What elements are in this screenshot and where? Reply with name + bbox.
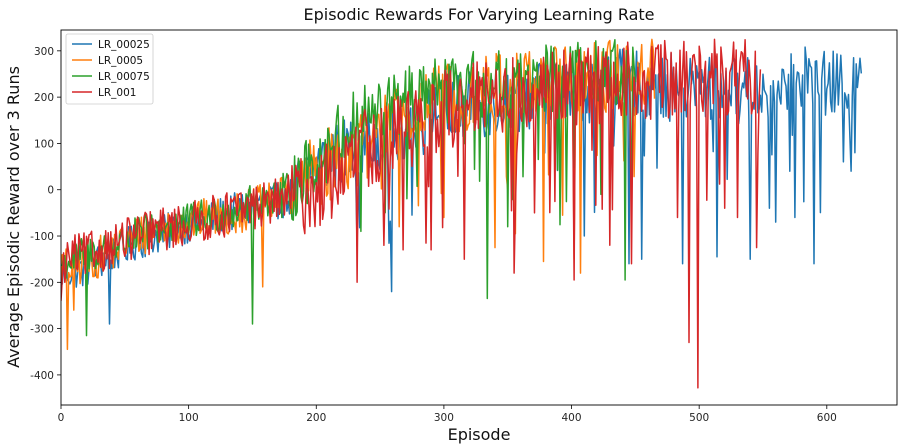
y-tick-label: 0 [47,185,54,197]
y-tick-label: 100 [34,138,54,150]
x-tick-label: 0 [58,412,65,424]
y-axis: -400 -300 -200 -100 0 100 200 300 [30,46,61,382]
series-line-lr_001 [61,38,762,389]
y-tick-label: -300 [30,324,54,336]
x-tick-label: 200 [306,412,326,424]
y-tick-label: -200 [30,277,54,289]
y-axis-title: Average Episodic Reward over 3 Runs [4,66,23,368]
legend-box [65,33,154,105]
legend-label: LR_00075 [98,71,150,83]
y-tick-label: 200 [34,92,54,104]
x-tick-label: 500 [689,412,709,424]
x-tick-label: 400 [562,412,582,424]
chart-title: Episodic Rewards For Varying Learning Ra… [303,5,654,24]
legend-label: LR_0005 [98,55,143,67]
y-tick-label: -400 [30,370,54,382]
x-tick-label: 100 [179,412,199,424]
x-tick-label: 300 [434,412,454,424]
x-axis: 0 100 200 300 400 500 600 [58,405,837,424]
x-axis-title: Episode [448,425,511,444]
x-tick-label: 600 [817,412,837,424]
legend-label: LR_00025 [98,39,150,51]
series-line-lr_00075 [61,39,637,337]
y-tick-label: 300 [34,46,54,58]
legend-label: LR_001 [98,87,136,99]
plot-area [61,38,863,389]
legend: LR_00025 LR_0005 LR_00075 LR_001 [65,33,154,105]
y-tick-label: -100 [30,231,54,243]
plot-frame [60,29,898,406]
